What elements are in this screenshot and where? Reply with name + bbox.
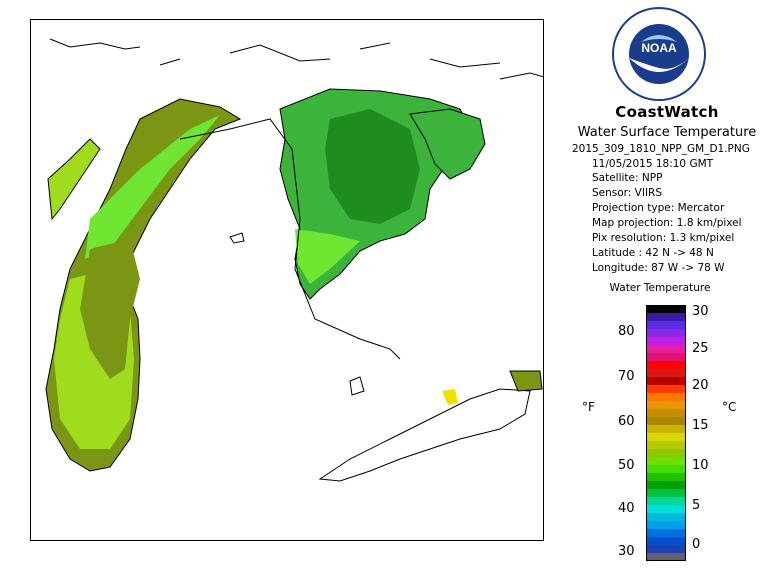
color-bar-swatch: [646, 329, 686, 338]
color-bar-swatch: [646, 497, 686, 506]
f-tick-30: 30: [618, 544, 635, 559]
f-tick-60: 60: [618, 414, 635, 429]
app-subtitle: Water Surface Temperature: [577, 125, 757, 140]
island: [229, 232, 245, 244]
color-bar-swatch: [646, 545, 686, 554]
sst-map: [30, 19, 544, 541]
color-bar-swatch: [646, 553, 686, 561]
legend-title: Water Temperature: [609, 282, 711, 294]
map-svg: [30, 19, 544, 541]
color-bar-swatch: [646, 345, 686, 354]
lake-erie-olive-patch: [509, 370, 543, 392]
c-tick-5: 5: [692, 498, 701, 513]
color-bar-swatch: [646, 369, 686, 378]
color-bar-swatch: [646, 425, 686, 434]
color-bar-border: [646, 305, 686, 561]
color-bar-swatch: [646, 393, 686, 402]
color-bar-swatch: [646, 305, 686, 314]
color-bar-swatch: [646, 537, 686, 546]
color-bar-swatch: [646, 529, 686, 538]
app-title: CoastWatch: [615, 103, 719, 121]
unit-celsius: °C: [722, 400, 737, 414]
meta-pix-resolution: Pix resolution: 1.3 km/pixel: [592, 232, 735, 244]
green-bay: [47, 138, 101, 221]
f-tick-50: 50: [618, 458, 635, 473]
meta-projection-type: Projection type: Mercator: [592, 202, 725, 214]
color-bar-swatch: [646, 417, 686, 426]
color-bar-swatch: [646, 513, 686, 522]
color-bar-swatch: [646, 337, 686, 346]
color-bar-swatch: [646, 465, 686, 474]
lake-michigan-north-green: [85, 115, 220, 259]
lake-huron-light: [295, 229, 360, 284]
color-bar-swatch: [646, 401, 686, 410]
c-tick-20: 20: [692, 378, 709, 393]
color-bar-swatch: [646, 441, 686, 450]
f-tick-80: 80: [618, 324, 635, 339]
meta-datetime: 11/05/2015 18:10 GMT: [592, 158, 714, 170]
color-bar-swatch: [646, 313, 686, 322]
color-bar-swatch: [646, 321, 686, 330]
color-bar-swatch: [646, 353, 686, 362]
c-tick-10: 10: [692, 458, 709, 473]
meta-map-projection: Map projection: 1.8 km/pixel: [592, 217, 742, 229]
noaa-logo: NOAA: [611, 6, 707, 102]
color-bar-swatch: [646, 409, 686, 418]
f-tick-70: 70: [618, 369, 635, 384]
color-bar-swatch: [646, 489, 686, 498]
meta-satellite: Satellite: NPP: [592, 172, 663, 184]
michigan-coastline: [179, 118, 401, 360]
c-tick-30: 30: [692, 304, 709, 319]
color-bar: [646, 305, 686, 561]
noaa-logo-svg: NOAA: [612, 7, 706, 101]
lake-erie-yellow-patch: [442, 389, 458, 405]
c-tick-15: 15: [692, 418, 709, 433]
superior-coastline: [49, 38, 544, 80]
georgian-bay: [409, 108, 486, 180]
color-bar-swatch: [646, 433, 686, 442]
color-bar-swatch: [646, 449, 686, 458]
meta-filename: 2015_309_1810_NPP_GM_D1.PNG: [572, 143, 750, 155]
color-bar-swatch: [646, 361, 686, 370]
unit-fahrenheit: °F: [582, 400, 595, 414]
c-tick-0: 0: [692, 537, 701, 552]
color-bar-swatch: [646, 505, 686, 514]
color-bar-swatch: [646, 473, 686, 482]
c-tick-25: 25: [692, 341, 709, 356]
color-bar-swatch: [646, 521, 686, 530]
f-tick-40: 40: [618, 501, 635, 516]
color-bar-swatch: [646, 457, 686, 466]
lake-huron-dark: [325, 109, 420, 224]
island: [349, 376, 365, 396]
meta-latitude: Latitude : 42 N -> 48 N: [592, 247, 714, 259]
lake-michigan-olive-core: [80, 239, 140, 379]
lake-erie: [318, 388, 531, 482]
color-bar-swatch: [646, 481, 686, 490]
meta-sensor: Sensor: VIIRS: [592, 187, 663, 199]
svg-text:NOAA: NOAA: [641, 41, 677, 55]
meta-longitude: Longitude: 87 W -> 78 W: [592, 262, 725, 274]
color-bar-swatch: [646, 377, 686, 386]
color-bar-swatch: [646, 385, 686, 394]
